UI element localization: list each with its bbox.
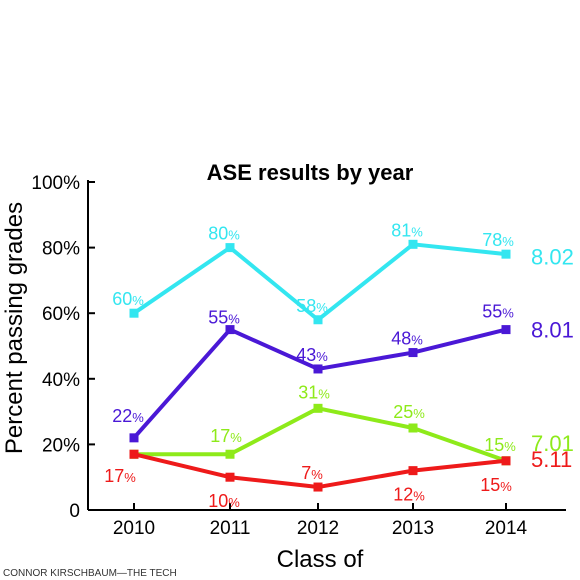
data-point <box>225 325 235 335</box>
y-tick-label: 60% <box>42 304 80 325</box>
data-label: 12% <box>393 485 425 505</box>
data-point <box>129 449 139 459</box>
data-label: 10% <box>208 491 240 511</box>
data-point <box>225 472 235 482</box>
series-layer <box>129 239 511 492</box>
axes: 0 20% 40% 60% 80% 100% 2010 2011 2012 2013 2014 <box>31 173 566 539</box>
data-label: 58% <box>296 296 328 316</box>
y-tick-label: 0 <box>69 501 80 522</box>
series-7-01 <box>129 403 511 466</box>
x-tick-label: 2013 <box>392 518 434 539</box>
data-point <box>225 449 235 459</box>
series-8-01 <box>129 325 511 443</box>
x-tick-label: 2011 <box>210 518 251 539</box>
series-name-label: 8.02 <box>531 244 574 269</box>
y-tick-label: 40% <box>42 370 80 391</box>
data-label: 80% <box>208 224 240 244</box>
series-5-11 <box>129 449 511 492</box>
y-tick-label: 20% <box>42 435 80 456</box>
data-labels: 60% 80% 58% 81% 78% 8.02 22% 55% 43% 48% 55% 8.01 17… <box>104 220 574 511</box>
data-point <box>501 456 511 466</box>
data-label: 7% <box>301 463 323 483</box>
data-point <box>313 364 323 374</box>
x-tick-label: 2012 <box>297 518 339 539</box>
data-point <box>408 239 418 249</box>
series-name-label: 8.01 <box>531 318 574 343</box>
data-point <box>313 403 323 413</box>
data-label: 43% <box>296 345 328 365</box>
data-label: 55% <box>208 308 240 328</box>
series-name-label: 7.01 <box>531 431 574 456</box>
data-label: 15% <box>484 435 516 455</box>
data-point <box>408 423 418 433</box>
data-label: 17% <box>210 426 242 446</box>
data-point <box>501 325 511 335</box>
data-label: 15% <box>480 475 512 495</box>
series-name-label: 5.11 <box>531 447 572 472</box>
data-label: 81% <box>391 220 423 240</box>
data-point <box>408 348 418 358</box>
data-point <box>313 482 323 492</box>
data-label: 22% <box>112 406 144 426</box>
data-label: 60% <box>112 289 144 309</box>
data-label: 48% <box>391 329 423 349</box>
y-tick-label: 80% <box>42 239 80 260</box>
data-point <box>501 249 511 259</box>
x-tick-label: 2010 <box>113 518 155 539</box>
data-point <box>313 315 323 325</box>
data-label: 17% <box>104 466 136 486</box>
data-point <box>129 308 139 318</box>
data-label: 55% <box>482 302 514 322</box>
series-8-02 <box>129 239 511 325</box>
data-point <box>408 466 418 476</box>
x-axis-label: Class of <box>277 546 364 573</box>
series-line <box>134 406 507 463</box>
y-tick-label: 100% <box>31 173 80 194</box>
chart-title: ASE results by year <box>207 160 414 185</box>
data-label: 31% <box>298 382 330 402</box>
data-label: 25% <box>393 402 425 422</box>
y-axis-label: Percent passing grades <box>1 202 28 454</box>
data-point <box>225 243 235 253</box>
credit: CONNOR KIRSCHBAUM—THE TECH <box>3 568 177 579</box>
x-tick-label: 2014 <box>485 518 528 539</box>
data-point <box>129 433 139 443</box>
data-label: 78% <box>482 230 514 250</box>
series-line <box>132 327 507 440</box>
